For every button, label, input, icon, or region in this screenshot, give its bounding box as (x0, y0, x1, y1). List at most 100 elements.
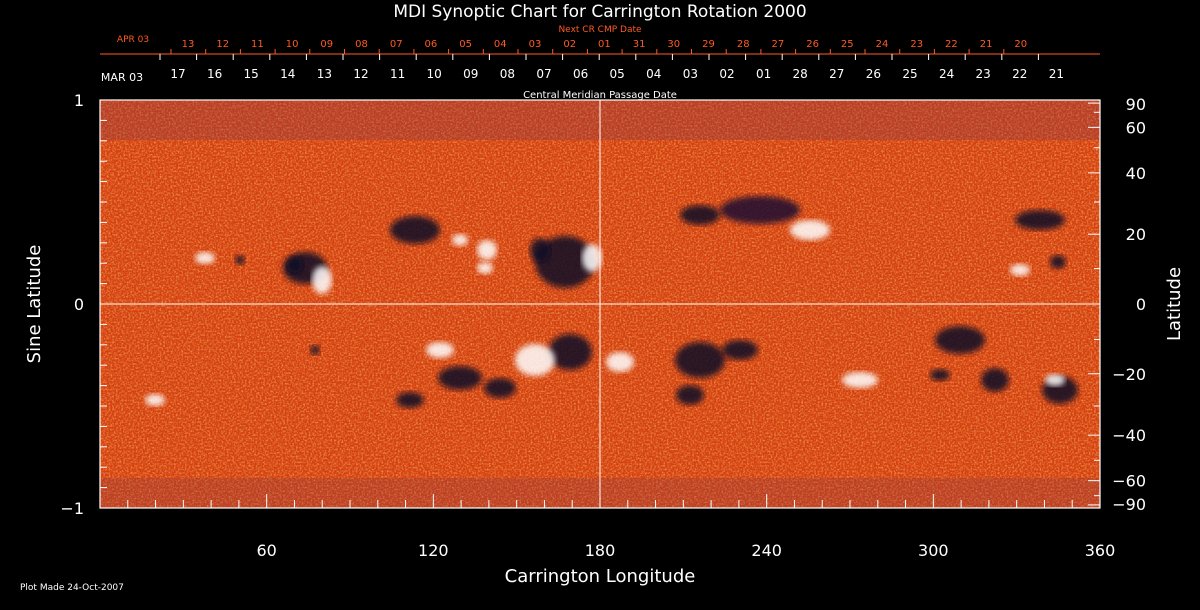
top-upper-tick-label: 26 (806, 39, 819, 50)
top-upper-tick-label: 21 (980, 39, 993, 50)
magnetic-region (582, 244, 602, 272)
top-lower-tick-label: 28 (793, 67, 808, 81)
x-tick-label: 300 (918, 541, 949, 560)
top-lower-tick-label: 12 (353, 67, 368, 81)
top-upper-tick-label: 27 (772, 39, 785, 50)
magnetic-region (396, 392, 424, 408)
plot-made-note: Plot Made 24-Oct-2007 (20, 583, 124, 593)
top-upper-tick-label: 04 (494, 39, 507, 50)
magnetic-region (484, 378, 516, 398)
top-lower-tick-label: 09 (463, 67, 478, 81)
top-lower-tick-label: 25 (902, 67, 917, 81)
magnetic-region (145, 394, 165, 406)
magnetic-region (935, 326, 985, 354)
magnetic-region (930, 369, 950, 381)
y-right-tick-label: −90 (1112, 495, 1146, 514)
top-axis-cmp: MAR 03 Central Meridian Passage Date (101, 71, 677, 101)
magnetic-region (515, 344, 555, 376)
y-right-tick-label: −60 (1112, 472, 1146, 491)
magnetic-region (1050, 255, 1066, 269)
magnetic-region (312, 266, 332, 294)
magnetic-region (722, 340, 758, 360)
y-right-tick-label: 20 (1126, 225, 1146, 244)
x-tick-label: 240 (751, 541, 782, 560)
x-tick-label: 120 (418, 541, 449, 560)
magnetic-region (477, 262, 493, 274)
top-upper-tick-label: 01 (598, 39, 611, 50)
top-upper-tick-label: 20 (1014, 39, 1027, 50)
top-lower-tick-label: 02 (719, 67, 734, 81)
y-right-tick-label: −20 (1112, 365, 1146, 384)
magnetic-region (530, 238, 550, 262)
magnetic-region (606, 352, 634, 372)
x-tick-label: 60 (256, 541, 276, 560)
top-lower-tick-label: 14 (280, 67, 295, 81)
top-lower-tick-label: 07 (536, 67, 551, 81)
y-right-tick-label: −40 (1112, 426, 1146, 445)
top-upper-tick-label: 11 (251, 39, 264, 50)
top-lower-tick-label: 27 (829, 67, 844, 81)
magnetic-region (548, 334, 592, 370)
y-left-tick-label: 0 (74, 295, 84, 314)
magnetic-region (790, 220, 830, 240)
top-upper-tick-label: 29 (702, 39, 715, 50)
magnetic-region (310, 345, 320, 355)
top-upper-tick-label: 25 (841, 39, 854, 50)
top-upper-tick-label: 05 (459, 39, 472, 50)
x-axis-label: Carrington Longitude (505, 566, 696, 587)
top-lower-tick-label: 24 (939, 67, 954, 81)
magnetic-region (535, 236, 595, 288)
top-upper-tick-label: 08 (355, 39, 368, 50)
top-upper-tick-label: 03 (529, 39, 542, 50)
top-upper-tick-label: 02 (563, 39, 576, 50)
magnetic-region (680, 205, 720, 225)
top-upper-tick-label: 30 (667, 39, 680, 50)
magnetic-region (842, 372, 878, 388)
top-upper-tick-label: 23 (910, 39, 923, 50)
top-upper-tick-label: 10 (286, 39, 299, 50)
magnetic-region (235, 255, 245, 265)
top-lower-tick-label: 23 (976, 67, 991, 81)
y-left-tick-label: 1 (74, 91, 84, 110)
top-axis-next-cr: Next CR CMP Date APR 03 (100, 25, 1100, 55)
magnetic-region (477, 240, 497, 260)
y-axis-right-label: Latitude (1164, 267, 1185, 341)
magnetic-region (981, 368, 1009, 392)
magnetic-region (452, 234, 468, 246)
magnetic-region (676, 385, 704, 405)
chart-title: MDI Synoptic Chart for Carrington Rotati… (393, 2, 806, 22)
top-lower-tick-label: 22 (1012, 67, 1027, 81)
top-upper-tick-label: 09 (320, 39, 333, 50)
top-lower-tick-label: 13 (317, 67, 332, 81)
y-left-tick-label: −1 (60, 499, 84, 518)
y-axis-left-label: Sine Latitude (24, 245, 45, 364)
top-lower-tick-label: 08 (500, 67, 515, 81)
magnetic-region (438, 366, 482, 390)
top-lower-tick-label: 16 (207, 67, 222, 81)
top-lower-tick-label: 03 (683, 67, 698, 81)
top-upper-tick-label: 12 (216, 39, 229, 50)
magnetic-region (720, 196, 800, 224)
top-upper-tick-label: 31 (633, 39, 646, 50)
top-upper-tick-label: 06 (425, 39, 438, 50)
magnetic-region (1015, 210, 1065, 230)
magnetic-region (195, 252, 215, 264)
top-upper-tick-label: 07 (390, 39, 403, 50)
top-upper-tick-label: 28 (737, 39, 750, 50)
top-upper-tick-label: 22 (945, 39, 958, 50)
top-axis-lower-month: MAR 03 (101, 71, 143, 84)
magnetic-region (1045, 374, 1065, 386)
top-lower-tick-label: 10 (427, 67, 442, 81)
top-lower-tick-label: 01 (756, 67, 771, 81)
y-right-tick-label: 90 (1126, 95, 1146, 114)
magnetic-region (390, 216, 440, 244)
top-upper-tick-label: 24 (876, 39, 889, 50)
top-lower-tick-label: 26 (866, 67, 881, 81)
top-axis-upper-month: APR 03 (117, 35, 149, 45)
y-right-tick-label: 40 (1126, 164, 1146, 183)
x-tick-label: 180 (585, 541, 616, 560)
x-tick-label: 360 (1085, 541, 1116, 560)
top-lower-tick-label: 11 (390, 67, 405, 81)
top-lower-tick-label: 21 (1049, 67, 1064, 81)
